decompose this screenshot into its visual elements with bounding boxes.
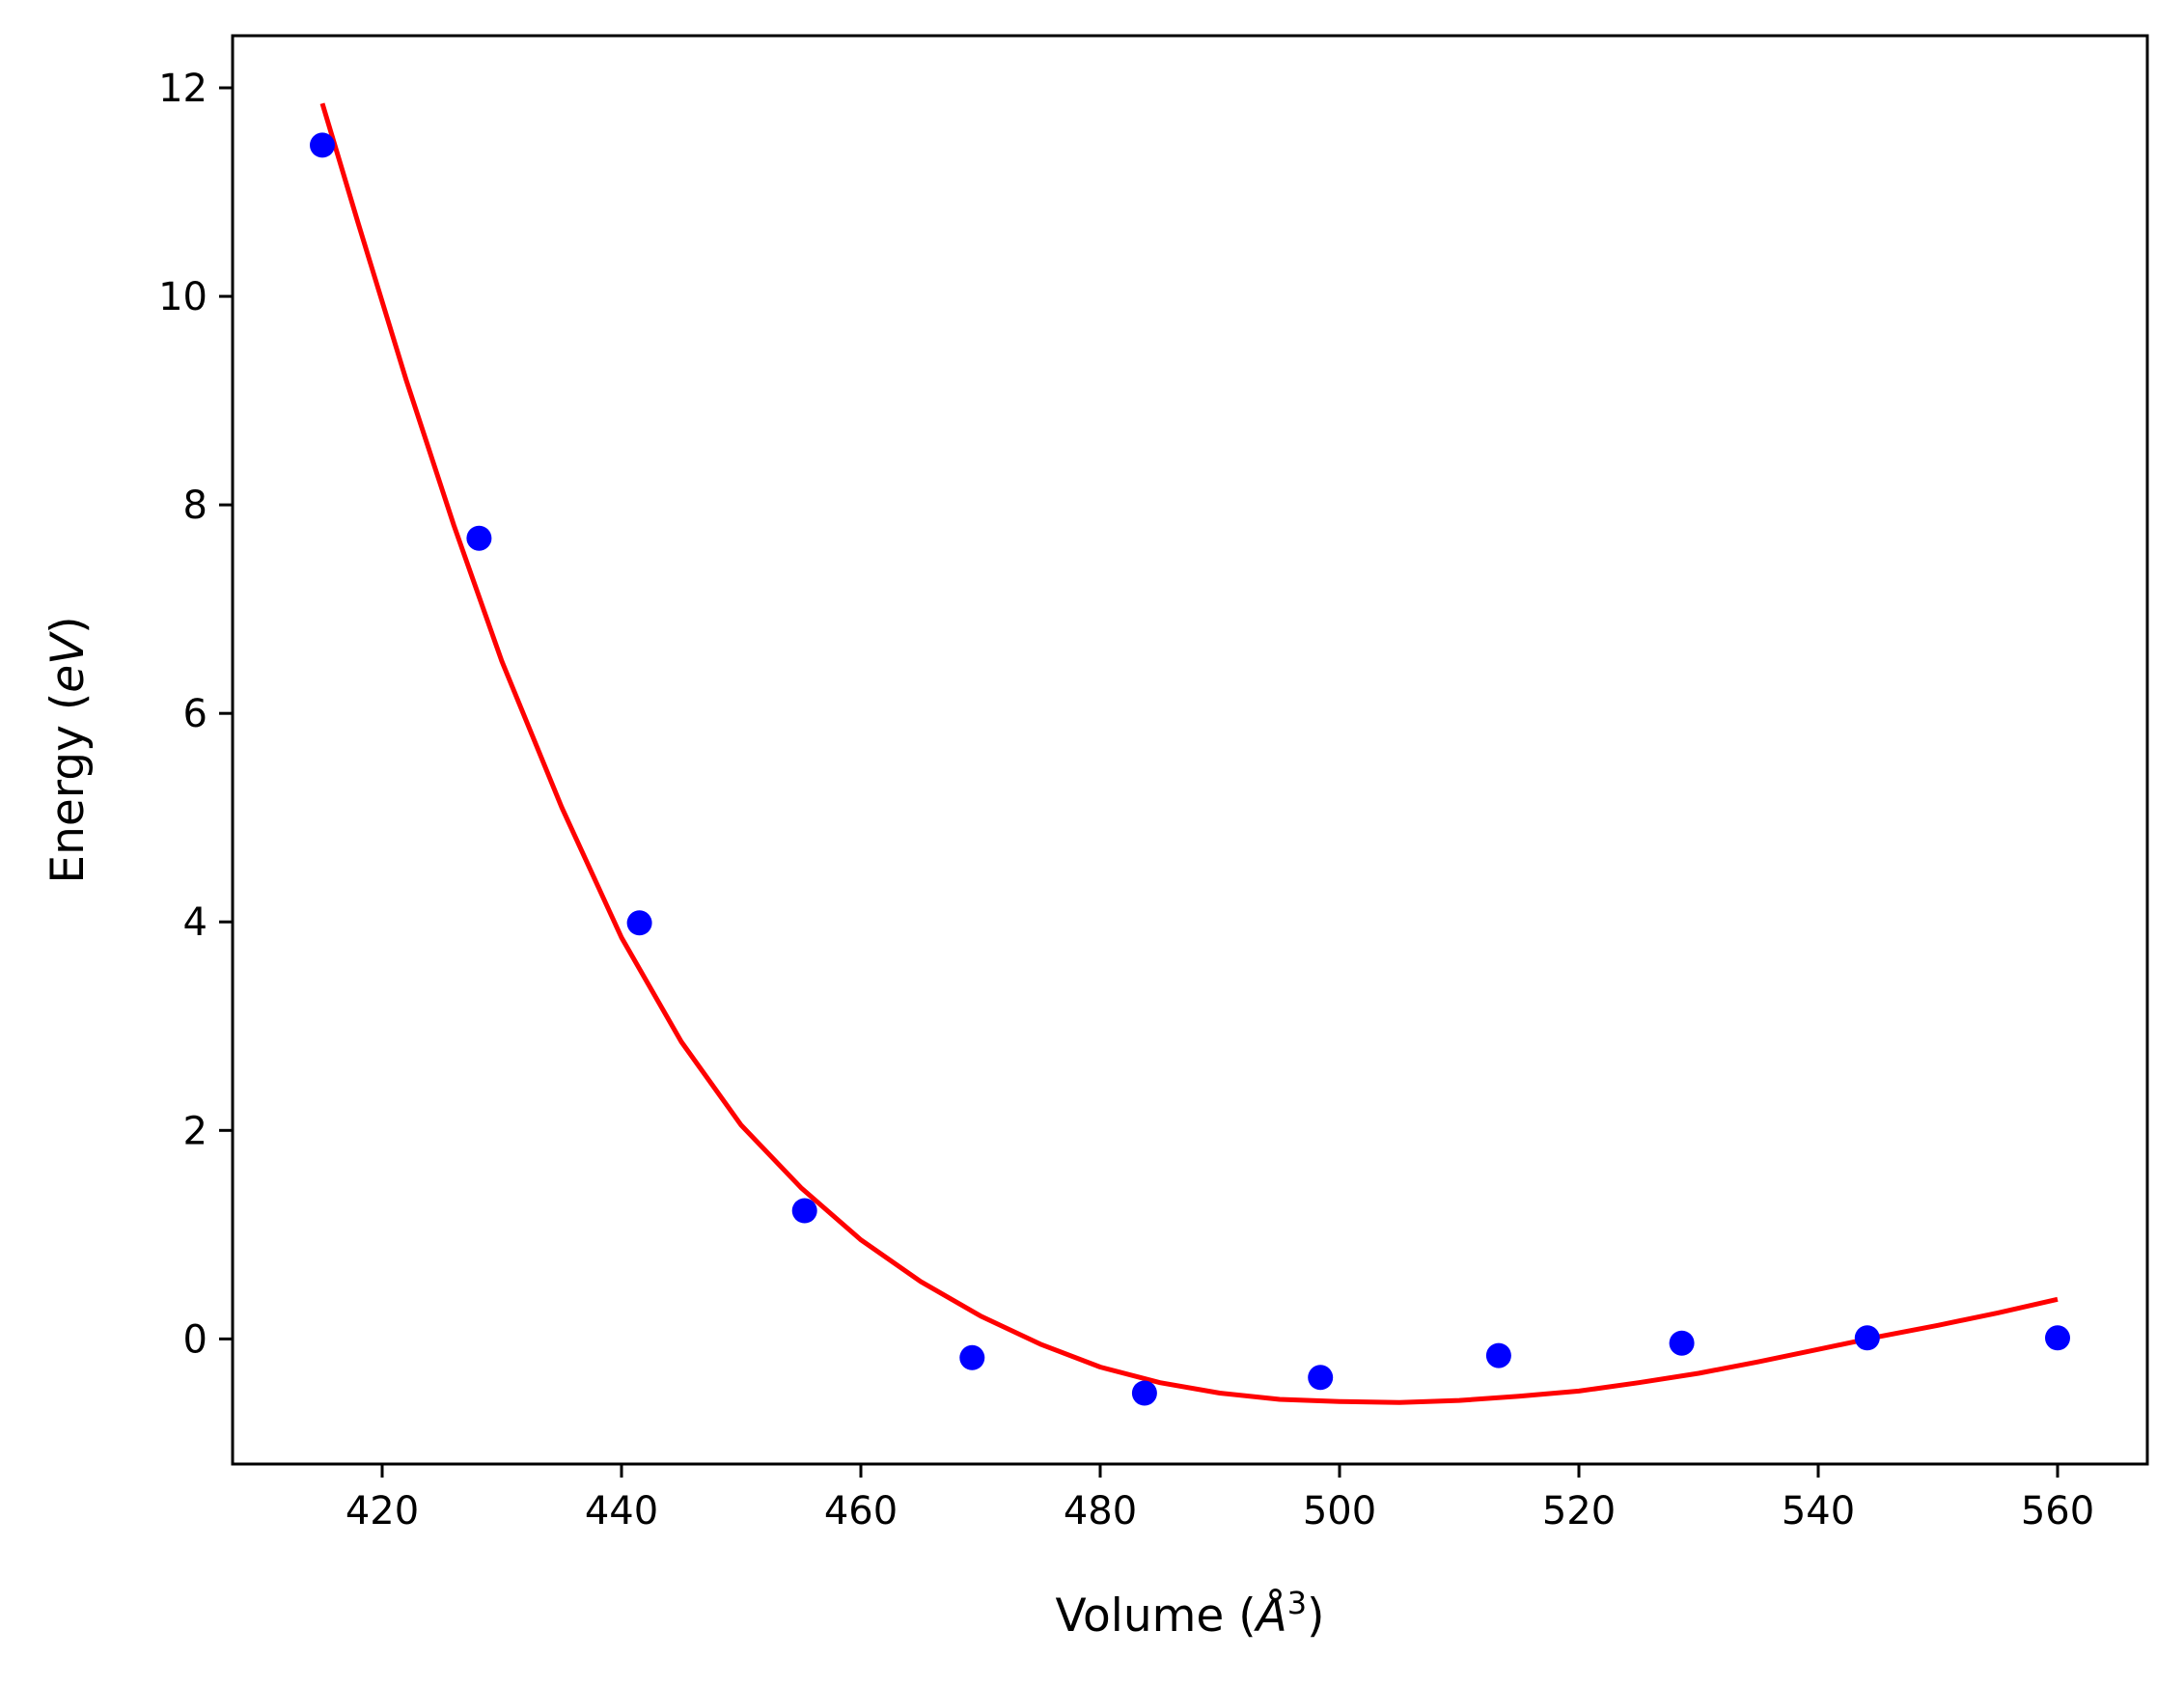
data-point bbox=[1308, 1365, 1334, 1391]
x-tick-label: 480 bbox=[1064, 1489, 1137, 1534]
data-point bbox=[791, 1198, 817, 1224]
y-axis-label: Energy (eV) bbox=[41, 616, 95, 883]
x-axis-label: Volume (Å3) bbox=[1056, 1585, 1325, 1643]
data-point bbox=[1131, 1380, 1157, 1406]
y-tick-label: 10 bbox=[158, 275, 207, 319]
x-axis: 420 440 460 480 500 520 540 560 bbox=[346, 1464, 2094, 1534]
data-point bbox=[959, 1344, 985, 1370]
axes-frame bbox=[231, 34, 2149, 1466]
data-point bbox=[310, 132, 335, 158]
data-point bbox=[626, 910, 652, 936]
y-tick-label: 0 bbox=[183, 1317, 207, 1362]
y-tick-label: 2 bbox=[183, 1109, 207, 1153]
x-tick-label: 560 bbox=[2021, 1489, 2094, 1534]
x-tick-label: 460 bbox=[824, 1489, 898, 1534]
x-tick-label: 540 bbox=[1782, 1489, 1855, 1534]
y-tick-label: 6 bbox=[183, 692, 207, 736]
y-tick-label: 4 bbox=[183, 900, 207, 945]
plot-area bbox=[310, 102, 2070, 1406]
fit-curve bbox=[319, 102, 2059, 1405]
data-point bbox=[466, 525, 492, 551]
data-point bbox=[2045, 1325, 2070, 1351]
x-tick-label: 440 bbox=[585, 1489, 658, 1534]
y-axis: 0 2 4 6 8 10 12 bbox=[158, 67, 233, 1362]
x-tick-label: 420 bbox=[346, 1489, 419, 1534]
data-point bbox=[1854, 1325, 1880, 1351]
data-point bbox=[1485, 1342, 1511, 1368]
y-tick-label: 8 bbox=[183, 484, 207, 528]
data-point bbox=[1669, 1330, 1695, 1356]
x-tick-label: 520 bbox=[1542, 1489, 1616, 1534]
y-tick-label: 12 bbox=[158, 67, 207, 111]
x-tick-label: 500 bbox=[1303, 1489, 1376, 1534]
